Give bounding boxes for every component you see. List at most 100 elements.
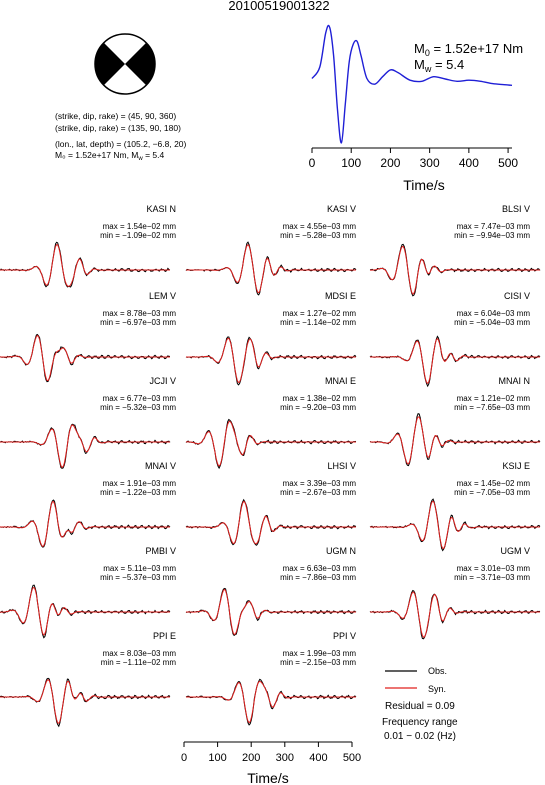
stf-tick-label: 200	[380, 156, 400, 170]
syn-trace	[370, 337, 540, 385]
stf-tick-label: 500	[498, 156, 518, 170]
legend-syn-label: Syn.	[428, 684, 446, 694]
legend-residual: Residual = 0.09	[385, 701, 455, 712]
beachball-quadrant-east	[125, 42, 155, 86]
beachball	[94, 33, 156, 95]
stf-tick-label: 100	[341, 156, 361, 170]
stf-panel: 0 100 200 300 400 500 M0 = 1.52e+17 Nm Mw = 5…	[309, 24, 523, 193]
station-max: max = 4.55e−03 mm	[283, 222, 357, 231]
bottom-tick-label: 300	[276, 752, 294, 764]
station-min: min = −5.32e−03 mm	[100, 403, 176, 412]
stf-ticks: 0 100 200 300 400 500	[309, 148, 518, 170]
station-name: LEM V	[149, 291, 176, 301]
station-max: max = 6.04e−03 mm	[457, 309, 531, 318]
syn-trace	[186, 420, 356, 467]
station-name: KASI N	[146, 204, 176, 214]
focal-moment: M₀ = 1.52e+17 Nm, Mw = 5.4	[55, 150, 164, 162]
legend: Obs. Syn. Residual = 0.09 Frequency rang…	[382, 666, 458, 742]
syn-trace	[186, 680, 356, 724]
stf-tick-label: 300	[420, 156, 440, 170]
obs-trace	[369, 412, 541, 467]
station-name: BLSI V	[502, 204, 530, 214]
station-max: max = 5.11e−03 mm	[103, 564, 176, 573]
bottom-tick-label: 200	[242, 752, 260, 764]
stf-m0-label: M0 = 1.52e+17 Nm	[414, 41, 523, 58]
syn-trace	[186, 337, 356, 383]
station-min: min = −1.14e−02 mm	[280, 318, 356, 327]
syn-trace	[0, 679, 170, 724]
bottom-axis: 0 100 200 300 400 500 Time/s	[181, 741, 361, 785]
syn-trace	[186, 243, 356, 294]
stf-xlabel: Time/s	[403, 177, 444, 193]
legend-obs-label: Obs.	[428, 666, 447, 676]
stf-curve	[311, 24, 513, 144]
syn-trace	[370, 416, 540, 465]
station-min: min = −9.94e−03 mm	[454, 231, 530, 240]
station-max: max = 1.21e−02 mm	[457, 394, 531, 403]
station-name: PMBI V	[145, 546, 176, 556]
beachball-quadrant-west	[95, 42, 125, 86]
station-name: MNAI N	[499, 376, 531, 386]
syn-trace	[370, 245, 540, 295]
bottom-tick-label: 500	[343, 752, 361, 764]
focal-params-1: (strike, dip, rake) = (45, 90, 360)	[55, 111, 176, 121]
station-name: CISI V	[504, 291, 530, 301]
station-max: max = 1.99e−03 mm	[283, 649, 357, 658]
bottom-tick-label: 400	[309, 752, 327, 764]
station-name: PPI E	[153, 631, 176, 641]
station-max: max = 8.78e−03 mm	[103, 309, 177, 318]
station-max: max = 1.54e−02 mm	[103, 222, 177, 231]
obs-trace	[369, 589, 541, 640]
station-min: min = −1.22e−03 mm	[100, 488, 176, 497]
station-max: max = 3.39e−03 mm	[283, 479, 357, 488]
station-min: min = −7.05e−03 mm	[454, 488, 530, 497]
bottom-xlabel: Time/s	[247, 770, 288, 785]
station-name: KASI V	[327, 204, 356, 214]
station-max: max = 8.03e−03 mm	[103, 649, 177, 658]
station-name: MNAI V	[145, 461, 176, 471]
station-min: min = −9.20e−03 mm	[280, 403, 356, 412]
syn-trace	[0, 243, 170, 287]
station-min: min = −7.65e−03 mm	[454, 403, 530, 412]
station-min: min = −7.86e−03 mm	[280, 573, 356, 582]
station-name: MNAI E	[325, 376, 356, 386]
obs-trace	[0, 333, 170, 383]
syn-trace	[186, 500, 356, 545]
station-name: UGM V	[500, 546, 530, 556]
station-max: max = 1.45e−02 mm	[457, 479, 531, 488]
syn-trace	[0, 334, 170, 382]
station-max: max = 3.01e−03 mm	[457, 564, 531, 573]
syn-trace	[186, 588, 356, 635]
station-max: max = 1.27e−02 mm	[283, 309, 357, 318]
station-name: UGM N	[326, 546, 356, 556]
syn-trace	[0, 424, 170, 468]
station-min: min = −3.71e−03 mm	[454, 573, 530, 582]
station-min: min = −5.04e−03 mm	[454, 318, 530, 327]
station-max: max = 6.77e−03 mm	[103, 394, 177, 403]
station-name: LHSI V	[327, 461, 356, 471]
stf-tick-label: 400	[459, 156, 479, 170]
bottom-ticks: 0 100 200 300 400 500	[181, 742, 361, 764]
station-min: min = −1.11e−02 mm	[101, 658, 177, 667]
station-name: JCJI V	[149, 376, 176, 386]
station-min: min = −2.67e−03 mm	[280, 488, 356, 497]
syn-trace	[370, 591, 540, 638]
syn-trace	[0, 501, 170, 548]
syn-trace	[370, 500, 540, 549]
station-max: max = 1.38e−02 mm	[283, 394, 357, 403]
